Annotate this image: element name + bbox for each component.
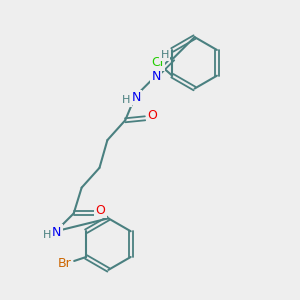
Text: Br: Br bbox=[57, 257, 71, 270]
Text: O: O bbox=[147, 109, 157, 122]
Text: H: H bbox=[161, 50, 169, 60]
Text: N: N bbox=[52, 226, 62, 239]
Text: N: N bbox=[131, 91, 141, 104]
Text: H: H bbox=[43, 230, 51, 240]
Text: N: N bbox=[151, 70, 160, 83]
Text: O: O bbox=[95, 204, 105, 217]
Text: H: H bbox=[122, 95, 130, 106]
Text: Cl: Cl bbox=[151, 56, 164, 69]
